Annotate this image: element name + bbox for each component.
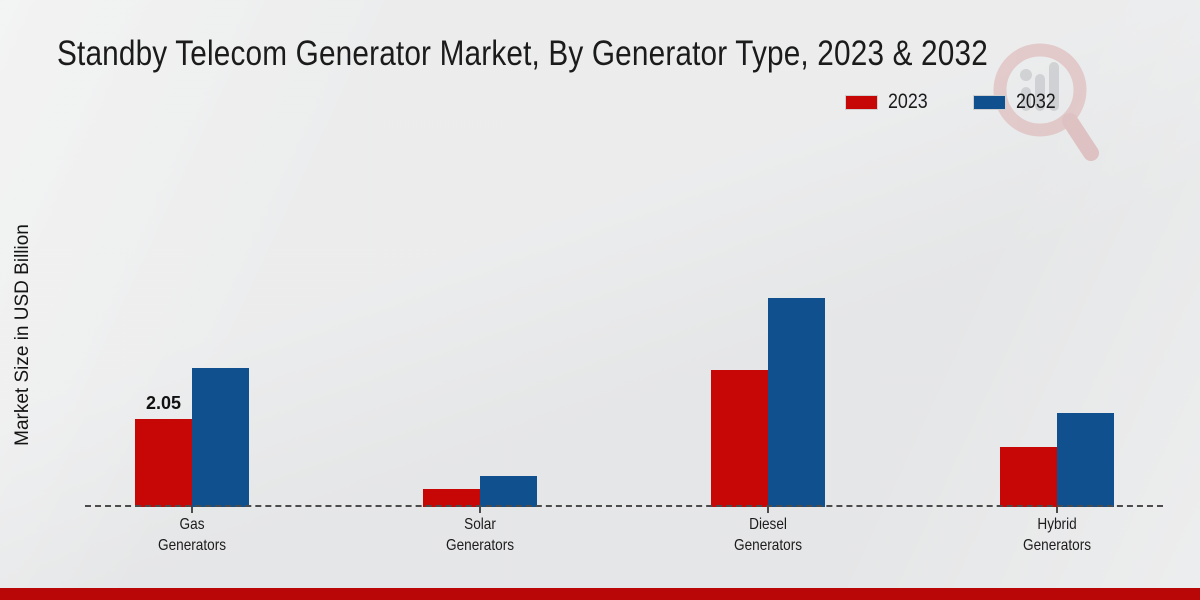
x-axis-category-label-diesel: Diesel Generators (693, 514, 843, 556)
x-axis-tick (479, 507, 481, 513)
legend-label-2023: 2023 (888, 90, 935, 114)
y-axis-label: Market Size in USD Billion (12, 224, 33, 446)
bar-2023-solar-generators (423, 489, 480, 507)
x-axis-category-label-solar: Solar Generators (405, 514, 555, 556)
footer-accent-bar (0, 588, 1200, 600)
magnifier-bar-chart-logo-icon (993, 43, 1099, 161)
x-axis-category-label-text: Hybrid Generators (1022, 516, 1092, 554)
legend-label-2032: 2032 (1016, 90, 1063, 114)
x-axis-category-label-text: Solar Generators (445, 516, 515, 554)
x-axis-category-label-hybrid: Hybrid Generators (982, 514, 1132, 556)
x-axis-category-label-gas: Gas Generators (117, 514, 267, 556)
chart-legend: 2023 2032 (845, 90, 1062, 114)
bar-2032-gas-generators (192, 368, 249, 507)
x-axis-baseline (85, 505, 1163, 507)
bar-value-label: 2.05 (145, 393, 182, 413)
legend-label-2023-text: 2023 (888, 90, 928, 113)
chart-title: Standby Telecom Generator Market, By Gen… (57, 34, 1152, 74)
x-axis-tick (767, 507, 769, 513)
x-axis-category-label-text: Gas Generators (157, 516, 227, 554)
bar-2032-solar-generators (480, 476, 537, 507)
legend-swatch-2023 (845, 94, 878, 110)
x-axis-tick (1056, 507, 1058, 513)
x-axis-category-label-text: Diesel Generators (733, 516, 803, 554)
bar-2032-hybrid-generators (1057, 413, 1114, 507)
legend-item-2032: 2032 (972, 90, 1063, 114)
x-axis-tick (191, 507, 193, 513)
legend-label-2032-text: 2032 (1015, 90, 1056, 113)
bar-2023-diesel-generators (711, 370, 768, 507)
bar-2023-gas-generators (135, 419, 192, 507)
chart-title-text: Standby Telecom Generator Market, By Gen… (57, 34, 988, 73)
legend-swatch-2032 (972, 94, 1006, 110)
bar-2032-diesel-generators (768, 298, 825, 507)
legend-item-2023: 2023 (845, 90, 935, 114)
bar-2023-hybrid-generators (1000, 447, 1057, 507)
